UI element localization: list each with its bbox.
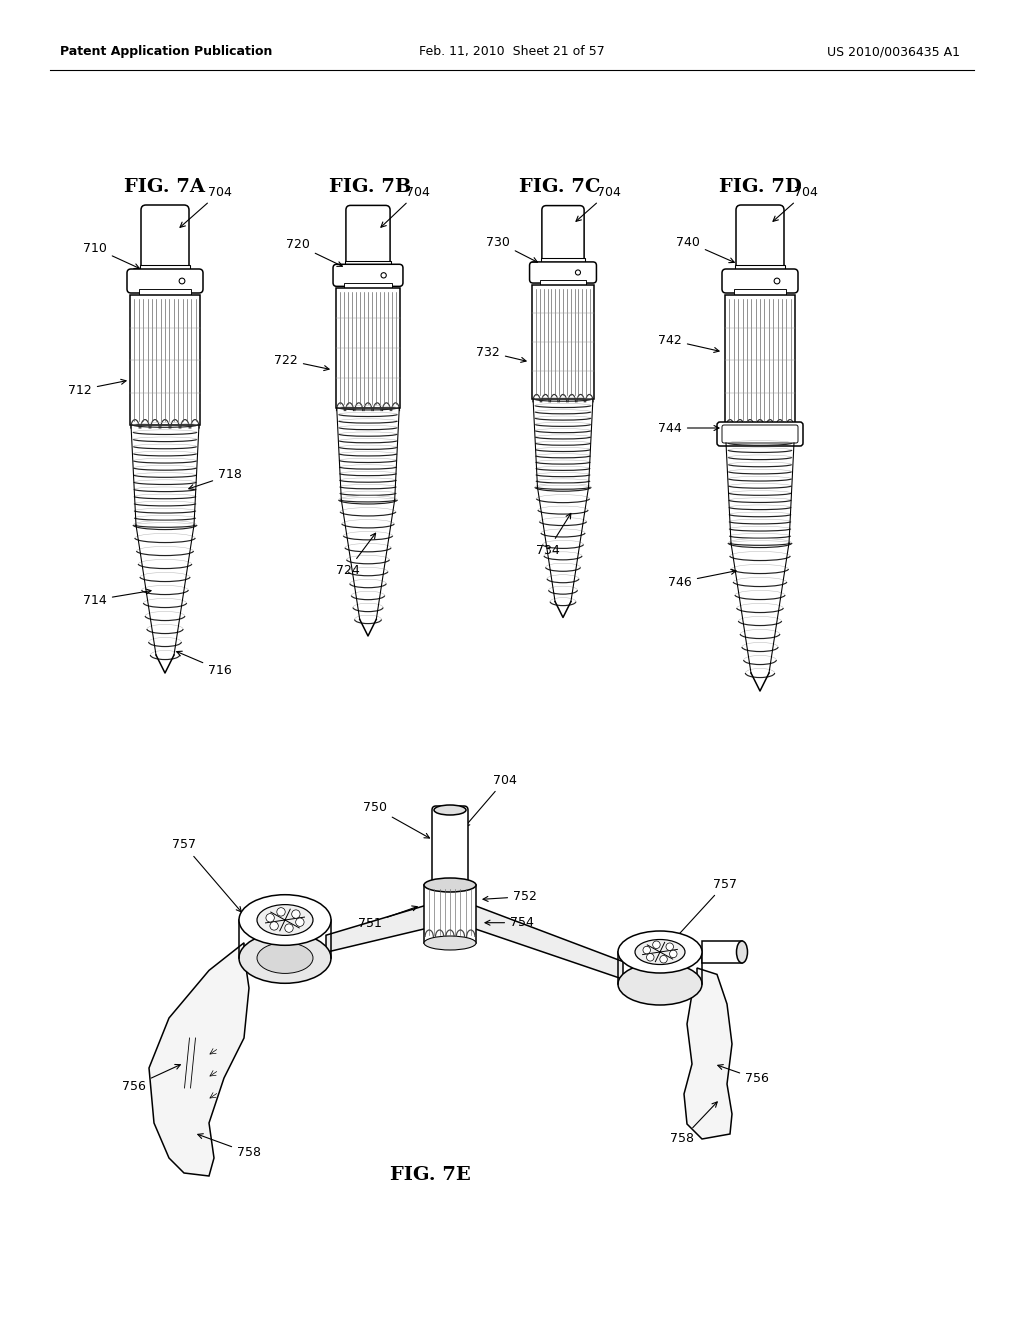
Text: 756: 756	[718, 1065, 769, 1085]
Polygon shape	[684, 968, 732, 1139]
Circle shape	[179, 279, 185, 284]
Text: FIG. 7D: FIG. 7D	[719, 178, 802, 195]
Circle shape	[266, 913, 274, 923]
Text: 732: 732	[476, 346, 526, 363]
Text: Patent Application Publication: Patent Application Publication	[60, 45, 272, 58]
Text: 730: 730	[486, 235, 538, 263]
Ellipse shape	[257, 942, 313, 973]
Text: 704: 704	[465, 774, 517, 826]
Ellipse shape	[257, 904, 313, 936]
Circle shape	[774, 279, 780, 284]
FancyBboxPatch shape	[529, 261, 596, 282]
Text: 758: 758	[198, 1134, 261, 1159]
Bar	[725, 294, 795, 425]
Text: Feb. 11, 2010  Sheet 21 of 57: Feb. 11, 2010 Sheet 21 of 57	[419, 45, 605, 58]
Circle shape	[292, 909, 300, 919]
Bar	[344, 282, 392, 288]
Text: FIG. 7A: FIG. 7A	[125, 178, 206, 195]
Text: 752: 752	[483, 890, 537, 903]
Polygon shape	[326, 906, 426, 952]
Ellipse shape	[239, 933, 331, 983]
Bar	[734, 289, 786, 294]
Circle shape	[296, 917, 304, 927]
Text: FIG. 7E: FIG. 7E	[389, 1166, 470, 1184]
FancyBboxPatch shape	[346, 206, 390, 265]
Text: 716: 716	[177, 651, 231, 676]
FancyBboxPatch shape	[141, 205, 189, 271]
Text: 740: 740	[676, 235, 734, 263]
FancyBboxPatch shape	[333, 264, 403, 286]
Bar	[702, 941, 742, 964]
Text: FIG. 7C: FIG. 7C	[519, 178, 601, 195]
Text: 734: 734	[537, 513, 570, 557]
Bar	[424, 884, 476, 942]
Text: 746: 746	[668, 569, 736, 589]
Ellipse shape	[635, 940, 685, 965]
FancyBboxPatch shape	[722, 269, 798, 293]
Text: 757: 757	[673, 878, 737, 941]
Ellipse shape	[424, 878, 476, 892]
Text: 718: 718	[188, 469, 242, 490]
Text: 756: 756	[122, 1064, 180, 1093]
Text: 722: 722	[274, 354, 329, 371]
Text: 758: 758	[670, 1102, 717, 1146]
Text: 704: 704	[180, 186, 232, 227]
Text: 710: 710	[83, 242, 139, 268]
Circle shape	[643, 946, 650, 954]
Bar	[130, 294, 200, 425]
Bar	[345, 260, 391, 268]
Bar	[140, 265, 190, 273]
Bar	[336, 288, 400, 408]
FancyBboxPatch shape	[736, 205, 784, 271]
Polygon shape	[474, 906, 623, 979]
Ellipse shape	[424, 936, 476, 950]
Text: 742: 742	[658, 334, 719, 352]
Ellipse shape	[618, 931, 702, 973]
Ellipse shape	[618, 964, 702, 1005]
Text: 754: 754	[485, 916, 534, 929]
Circle shape	[276, 908, 286, 916]
Circle shape	[270, 921, 279, 931]
Circle shape	[646, 953, 654, 961]
FancyBboxPatch shape	[542, 206, 584, 263]
Circle shape	[575, 271, 581, 275]
Text: 704: 704	[381, 186, 430, 227]
FancyBboxPatch shape	[127, 269, 203, 293]
Text: 704: 704	[577, 186, 621, 222]
Text: 751: 751	[358, 906, 417, 929]
Bar	[532, 285, 594, 399]
Ellipse shape	[239, 895, 331, 945]
Bar	[540, 280, 586, 285]
Circle shape	[659, 956, 668, 964]
FancyBboxPatch shape	[432, 807, 468, 888]
Circle shape	[381, 273, 386, 279]
Ellipse shape	[736, 941, 748, 964]
Text: 750: 750	[362, 801, 429, 838]
Text: 744: 744	[658, 421, 719, 434]
Circle shape	[670, 950, 677, 958]
Bar	[541, 259, 585, 265]
Circle shape	[285, 924, 293, 932]
Bar	[735, 265, 785, 273]
Circle shape	[652, 941, 660, 949]
Text: 720: 720	[286, 239, 342, 267]
Text: 712: 712	[69, 379, 126, 396]
Text: FIG. 7B: FIG. 7B	[329, 178, 412, 195]
Text: 757: 757	[172, 838, 242, 912]
Text: US 2010/0036435 A1: US 2010/0036435 A1	[827, 45, 961, 58]
Text: 714: 714	[83, 589, 151, 606]
Text: 704: 704	[773, 186, 818, 222]
Bar	[139, 289, 191, 294]
Text: 724: 724	[336, 533, 376, 577]
Ellipse shape	[434, 805, 466, 814]
Polygon shape	[150, 942, 249, 1176]
Circle shape	[666, 942, 674, 950]
FancyBboxPatch shape	[717, 422, 803, 446]
